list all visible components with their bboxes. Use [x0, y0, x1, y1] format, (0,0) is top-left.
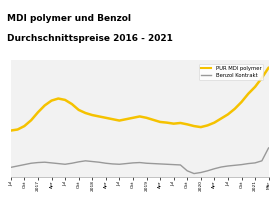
Text: MDI polymer und Benzol: MDI polymer und Benzol — [7, 14, 131, 23]
Text: © 2021 Kunststoff Information, Bad Homburg - www.kiweb.de: © 2021 Kunststoff Information, Bad Hombu… — [5, 190, 157, 195]
Text: Durchschnittspreise 2016 - 2021: Durchschnittspreise 2016 - 2021 — [7, 34, 173, 43]
Legend: PUR MDI polymer, Benzol Kontrakt: PUR MDI polymer, Benzol Kontrakt — [199, 64, 264, 80]
